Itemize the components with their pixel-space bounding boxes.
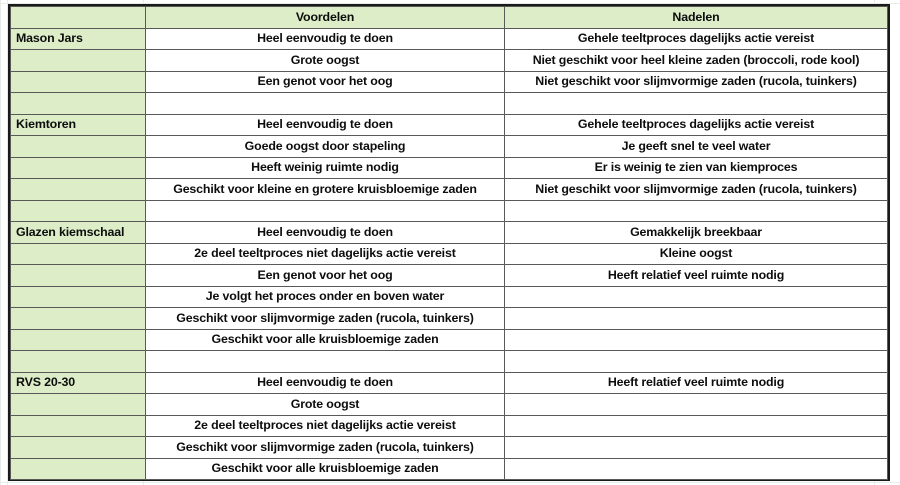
table-row: Geschikt voor kleine en grotere kruisblo… <box>10 178 888 201</box>
table-row: Geschikt voor slijmvormige zaden (rucola… <box>10 436 888 459</box>
table-row: RVS 20-30 Heel eenvoudig te doen Heeft rel… <box>10 371 888 394</box>
cons-cell-empty <box>504 92 888 115</box>
row-label-cell: Glazen kiemschaal <box>10 221 146 244</box>
table-header: Voordelen Nadelen <box>10 6 888 29</box>
table-row: Heeft weinig ruimte nodig Er is weinig te… <box>10 156 888 179</box>
pros-cell: Geschikt voor alle kruisbloemige zaden <box>145 328 505 351</box>
table-row: Glazen kiemschaal Heel eenvoudig te doen G… <box>10 221 888 244</box>
pros-cell: Geschikt voor alle kruisbloemige zaden <box>145 457 505 480</box>
cons-cell-empty <box>504 307 888 330</box>
pros-cell: Geschikt voor kleine en grotere kruisblo… <box>145 178 505 201</box>
row-label-cell-empty <box>10 156 146 179</box>
pros-cell: Grote oogst <box>145 393 505 416</box>
table-row <box>10 92 888 115</box>
table-row: Je volgt het proces onder en boven water <box>10 285 888 308</box>
pros-cell: Een genot voor het oog <box>145 264 505 287</box>
row-label-cell-empty <box>10 264 146 287</box>
cons-cell: Gehele teeltproces dagelijks actie verei… <box>504 113 888 136</box>
table-row: Geschikt voor slijmvormige zaden (rucola… <box>10 307 888 330</box>
row-label-cell-empty <box>10 328 146 351</box>
row-label-cell: RVS 20-30 <box>10 371 146 394</box>
table-row: 2e deel teeltproces niet dagelijks actie… <box>10 414 888 437</box>
grid-line <box>7 0 8 485</box>
pros-cell: Grote oogst <box>145 49 505 72</box>
table-row: Mason Jars Heel eenvoudig te doen Gehele t… <box>10 27 888 50</box>
table-row <box>10 199 888 222</box>
row-label-cell-empty <box>10 199 146 222</box>
cons-cell-empty <box>504 328 888 351</box>
row-label-cell: Mason Jars <box>10 27 146 50</box>
header-cell-cons: Nadelen <box>504 6 888 29</box>
table-body: Mason Jars Heel eenvoudig te doen Gehele t… <box>10 27 888 480</box>
table-row <box>10 350 888 373</box>
cons-cell: Heeft relatief veel ruimte nodig <box>504 371 888 394</box>
pros-cell: 2e deel teeltproces niet dagelijks actie… <box>145 242 505 265</box>
cons-cell-empty <box>504 285 888 308</box>
table-row: Geschikt voor alle kruisbloemige zaden <box>10 328 888 351</box>
comparison-table-container: Voordelen Nadelen Mason Jars Heel eenvoud… <box>8 4 890 481</box>
cons-cell-empty <box>504 436 888 459</box>
pros-cell: Heel eenvoudig te doen <box>145 221 505 244</box>
row-label-cell-empty <box>10 49 146 72</box>
grid-line <box>0 482 900 483</box>
row-label-cell-empty <box>10 285 146 308</box>
grid-line <box>0 3 900 4</box>
cons-cell: Niet geschikt voor slijmvormige zaden (r… <box>504 70 888 93</box>
cons-cell-empty <box>504 393 888 416</box>
row-label-cell-empty <box>10 92 146 115</box>
row-label-cell-empty <box>10 414 146 437</box>
row-label-cell-empty <box>10 70 146 93</box>
pros-cell: Heel eenvoudig te doen <box>145 27 505 50</box>
row-label-cell-empty <box>10 242 146 265</box>
table-row: Een genot voor het oog Heeft relatief vee… <box>10 264 888 287</box>
row-label-cell-empty <box>10 350 146 373</box>
cons-cell-empty <box>504 199 888 222</box>
row-label-cell-empty <box>10 393 146 416</box>
pros-cell: Een genot voor het oog <box>145 70 505 93</box>
pros-cell-empty <box>145 199 505 222</box>
pros-cell: Heeft weinig ruimte nodig <box>145 156 505 179</box>
table-row: Geschikt voor alle kruisbloemige zaden <box>10 457 888 480</box>
table-row: Kiemtoren Heel eenvoudig te doen Gehele te… <box>10 113 888 136</box>
row-label-cell: Kiemtoren <box>10 113 146 136</box>
table-row: 2e deel teeltproces niet dagelijks actie… <box>10 242 888 265</box>
cons-cell: Je geeft snel te veel water <box>504 135 888 158</box>
row-label-cell-empty <box>10 457 146 480</box>
pros-cell: 2e deel teeltproces niet dagelijks actie… <box>145 414 505 437</box>
table-row: Goede oogst door stapeling Je geeft snel … <box>10 135 888 158</box>
cons-cell: Er is weinig te zien van kiemproces <box>504 156 888 179</box>
pros-cell: Geschikt voor slijmvormige zaden (rucola… <box>145 436 505 459</box>
row-label-cell-empty <box>10 436 146 459</box>
table-row: Een genot voor het oog Niet geschikt voor… <box>10 70 888 93</box>
pros-cell-empty <box>145 92 505 115</box>
pros-cell: Heel eenvoudig te doen <box>145 371 505 394</box>
cons-cell-empty <box>504 414 888 437</box>
table-row: Grote oogst <box>10 393 888 416</box>
cons-cell: Niet geschikt voor slijmvormige zaden (r… <box>504 178 888 201</box>
cons-cell: Heeft relatief veel ruimte nodig <box>504 264 888 287</box>
pros-cell: Geschikt voor slijmvormige zaden (rucola… <box>145 307 505 330</box>
row-label-cell-empty <box>10 307 146 330</box>
comparison-table: Voordelen Nadelen Mason Jars Heel eenvoud… <box>10 6 888 480</box>
cons-cell-empty <box>504 457 888 480</box>
cons-cell: Kleine oogst <box>504 242 888 265</box>
table-header-row: Voordelen Nadelen <box>10 6 888 29</box>
cons-cell: Niet geschikt voor heel kleine zaden (br… <box>504 49 888 72</box>
row-label-cell-empty <box>10 178 146 201</box>
table-row: Grote oogst Niet geschikt voor heel klein… <box>10 49 888 72</box>
pros-cell: Heel eenvoudig te doen <box>145 113 505 136</box>
cons-cell: Gemakkelijk breekbaar <box>504 221 888 244</box>
cons-cell-empty <box>504 350 888 373</box>
cons-cell: Gehele teeltproces dagelijks actie verei… <box>504 27 888 50</box>
header-cell-pros: Voordelen <box>145 6 505 29</box>
row-label-cell-empty <box>10 135 146 158</box>
pros-cell: Je volgt het proces onder en boven water <box>145 285 505 308</box>
pros-cell: Goede oogst door stapeling <box>145 135 505 158</box>
header-cell-blank <box>10 6 146 29</box>
pros-cell-empty <box>145 350 505 373</box>
grid-line <box>0 0 1 485</box>
